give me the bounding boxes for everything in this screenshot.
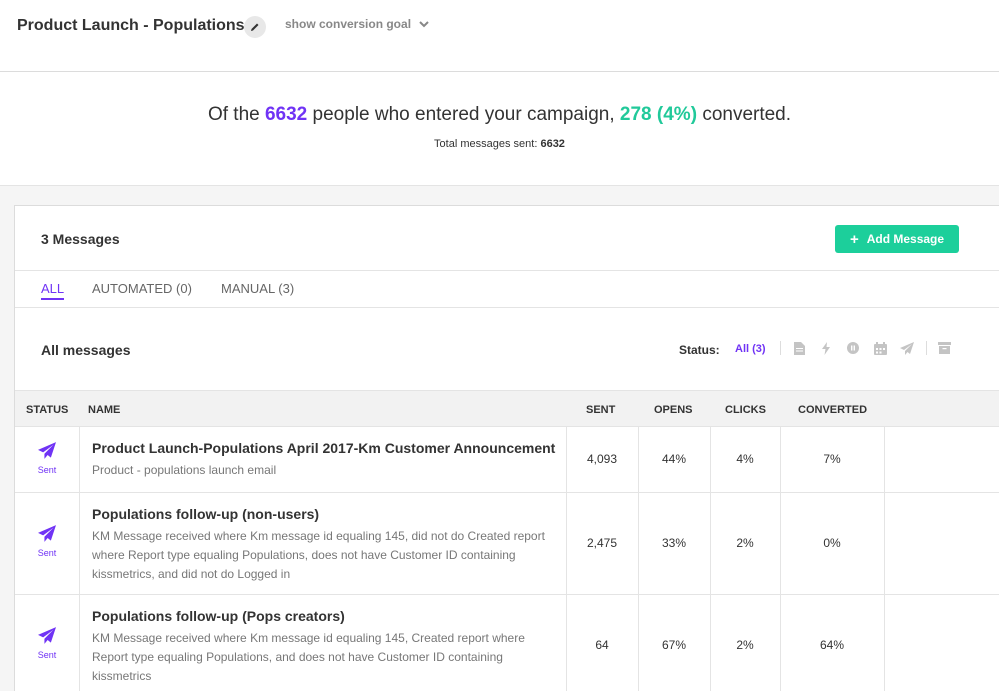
panel-header: 3 Messages + Add Message (15, 206, 999, 271)
converted-count: 278 (4%) (619, 104, 698, 125)
table-row[interactable]: Sent Populations follow-up (non-users) K… (15, 493, 999, 595)
edit-title-button[interactable] (244, 16, 266, 38)
converted-value: 0% (823, 536, 841, 550)
tab-all[interactable]: ALL (41, 281, 65, 300)
conversion-goal-label: show conversion goal (285, 17, 412, 31)
page-header: Product Launch - Populations show conver… (0, 0, 999, 72)
calendar-icon[interactable] (872, 340, 888, 356)
divider (638, 595, 639, 691)
divider (710, 493, 711, 594)
status-label: Sent (37, 465, 57, 475)
divider (79, 595, 80, 691)
sent-value: 2,475 (586, 536, 618, 550)
status-filter-label: Status: (679, 343, 720, 357)
entered-count: 6632 (264, 104, 308, 125)
clicks-value: 4% (736, 452, 754, 466)
divider (566, 427, 567, 492)
divider (780, 341, 781, 355)
message-tabs: ALL AUTOMATED (0) MANUAL (3) (15, 271, 999, 308)
divider (884, 595, 885, 691)
tab-manual[interactable]: MANUAL (3) (221, 281, 295, 296)
message-description: KM Message received where Km message id … (92, 529, 545, 581)
table-header: STATUS NAME SENT OPENS CLICKS CONVERTED (15, 390, 999, 427)
send-icon[interactable] (899, 340, 915, 356)
archive-icon[interactable] (936, 340, 952, 356)
converted-value: 7% (823, 452, 841, 466)
message-description: Product - populations launch email (92, 463, 277, 477)
status-cell: Sent (15, 525, 79, 558)
add-message-button[interactable]: + Add Message (835, 225, 959, 253)
sent-icon (38, 525, 56, 542)
divider (926, 341, 927, 355)
document-icon[interactable] (791, 340, 807, 356)
clicks-value: 2% (736, 536, 754, 550)
tab-automated[interactable]: AUTOMATED (0) (92, 281, 192, 296)
pencil-icon (251, 23, 259, 31)
divider (710, 595, 711, 691)
status-label: Sent (37, 548, 57, 558)
section-title: All messages (41, 342, 131, 358)
plus-icon: + (849, 230, 859, 248)
summary-suffix: converted. (702, 104, 792, 125)
message-name[interactable]: Product Launch-Populations April 2017-Km… (92, 440, 556, 456)
sent-value: 4,093 (586, 452, 618, 466)
col-clicks[interactable]: CLICKS (725, 404, 766, 416)
summary-middle: people who entered your campaign, (312, 104, 615, 125)
summary-prefix: Of the (207, 104, 260, 125)
status-filter-all[interactable]: All (3) (735, 343, 766, 355)
divider (884, 493, 885, 594)
status-cell: Sent (15, 442, 79, 475)
chevron-down-icon (419, 20, 429, 27)
messages-panel: 3 Messages + Add Message ALL AUTOMATED (… (14, 205, 999, 691)
sent-icon (38, 627, 56, 644)
divider (638, 493, 639, 594)
table-row[interactable]: Sent Product Launch-Populations April 20… (15, 427, 999, 493)
divider (79, 493, 80, 594)
total-value: 6632 (540, 138, 565, 150)
message-name[interactable]: Populations follow-up (non-users) (92, 506, 320, 522)
divider (566, 493, 567, 594)
col-converted[interactable]: CONVERTED (798, 404, 868, 416)
sent-icon (38, 442, 56, 459)
status-cell: Sent (15, 627, 79, 660)
col-name: NAME (88, 404, 121, 416)
col-status: STATUS (26, 404, 69, 416)
divider (884, 427, 885, 492)
divider (780, 595, 781, 691)
divider (780, 493, 781, 594)
conversion-summary: Of the 6632 people who entered your camp… (0, 104, 999, 126)
opens-value: 44% (661, 452, 687, 466)
messages-count: 3 Messages (41, 231, 120, 247)
add-message-label: Add Message (866, 232, 945, 246)
show-conversion-goal-toggle[interactable]: show conversion goal (285, 17, 429, 31)
divider (566, 595, 567, 691)
divider (638, 427, 639, 492)
divider (710, 427, 711, 492)
table-row[interactable]: Sent Populations follow-up (Pops creator… (15, 595, 999, 691)
page-title: Product Launch - Populations (17, 17, 245, 34)
campaign-summary: Of the 6632 people who entered your camp… (0, 72, 999, 186)
messages-filter-bar: All messages Status: All (3) (15, 308, 999, 390)
message-name[interactable]: Populations follow-up (Pops creators) (92, 608, 345, 624)
total-messages-sent: Total messages sent: 6632 (0, 138, 999, 150)
message-description: KM Message received where Km message id … (92, 631, 525, 683)
sent-value: 64 (595, 638, 609, 652)
divider (79, 427, 80, 492)
clicks-value: 2% (736, 638, 754, 652)
col-sent[interactable]: SENT (586, 404, 616, 416)
lightning-icon[interactable] (818, 340, 834, 356)
converted-value: 64% (819, 638, 845, 652)
opens-value: 67% (661, 638, 687, 652)
opens-value: 33% (661, 536, 687, 550)
divider (780, 427, 781, 492)
col-opens[interactable]: OPENS (654, 404, 693, 416)
pause-icon[interactable] (845, 340, 861, 356)
total-label: Total messages sent: (434, 138, 538, 150)
status-label: Sent (37, 650, 57, 660)
